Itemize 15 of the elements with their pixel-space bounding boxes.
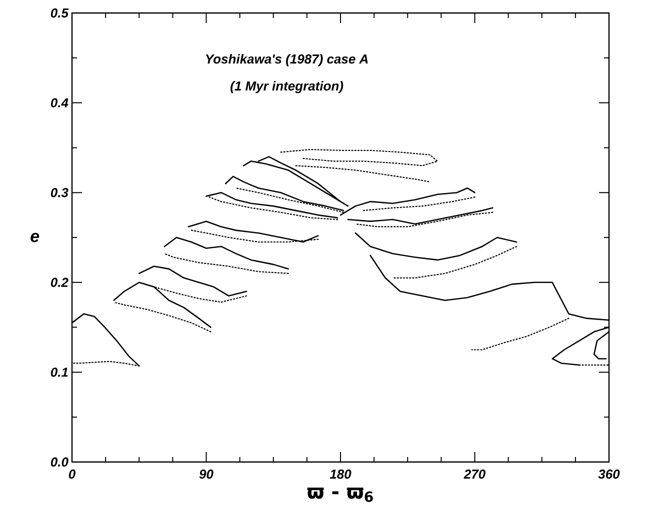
annotation: (1 Myr integration) <box>230 81 344 94</box>
x-tick-label: 90 <box>199 470 214 479</box>
y-tick-label: 0.3 <box>50 188 68 198</box>
annotation: Yoshikawa's (1987) case A <box>206 54 368 66</box>
x-tick-label: 0 <box>68 470 76 479</box>
y-axis-title: e <box>30 232 40 242</box>
x-axis-title: ϖ - ϖ$_{6}$ <box>307 488 373 502</box>
y-tick-label: 0.5 <box>50 8 69 18</box>
y-tick-label: 0.4 <box>50 98 68 108</box>
x-tick-label: 270 <box>464 470 486 479</box>
y-tick-label: 0.1 <box>50 368 68 377</box>
x-tick-label: 180 <box>330 470 352 479</box>
y-tick-label: 0.0 <box>50 457 68 467</box>
x-tick-label: 360 <box>598 470 620 479</box>
y-tick-label: 0.2 <box>50 278 68 287</box>
